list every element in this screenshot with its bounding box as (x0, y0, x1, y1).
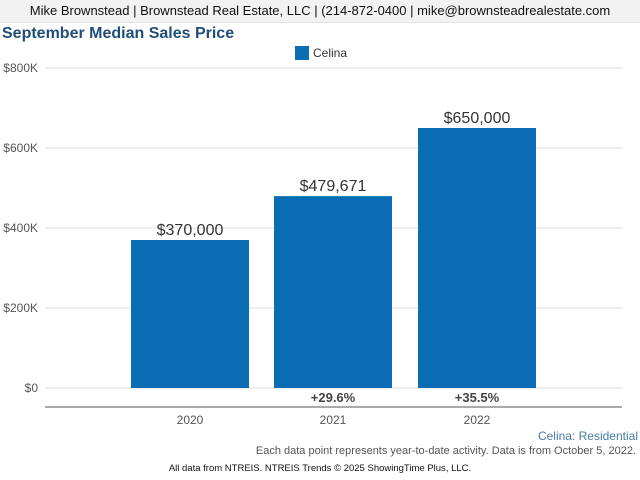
contact-header: Mike Brownstead | Brownstead Real Estate… (0, 0, 640, 23)
chart-title: September Median Sales Price (2, 25, 235, 42)
data-note: Each data point represents year-to-date … (255, 445, 636, 457)
bar-2020 (131, 240, 249, 388)
legend-swatch (295, 46, 309, 60)
data-label: $370,000 (157, 222, 224, 239)
x-tick-label: 2020 (177, 413, 204, 427)
y-tick-label: $0 (25, 381, 39, 395)
y-tick-label: $800K (3, 61, 38, 75)
y-tick-label: $400K (3, 221, 38, 235)
change-label: +35.5% (455, 390, 500, 405)
median-price-bar-chart: $0 $200K $400K $600K $800K $370,000 2020 $479,… (3, 46, 622, 427)
region-label: Celina: Residential (537, 429, 638, 443)
y-tick-label: $200K (3, 301, 38, 315)
y-tick-label: $600K (3, 141, 38, 155)
source-footer: All data from NTREIS. NTREIS Trends © 20… (168, 463, 472, 474)
bar-2022 (418, 128, 536, 388)
legend-label: Celina (313, 46, 347, 60)
bar-2021 (274, 196, 392, 388)
x-tick-label: 2021 (320, 413, 347, 427)
change-label: +29.6% (311, 390, 356, 405)
data-label: $479,671 (300, 178, 367, 195)
x-tick-label: 2022 (464, 413, 491, 427)
data-label: $650,000 (444, 110, 511, 127)
